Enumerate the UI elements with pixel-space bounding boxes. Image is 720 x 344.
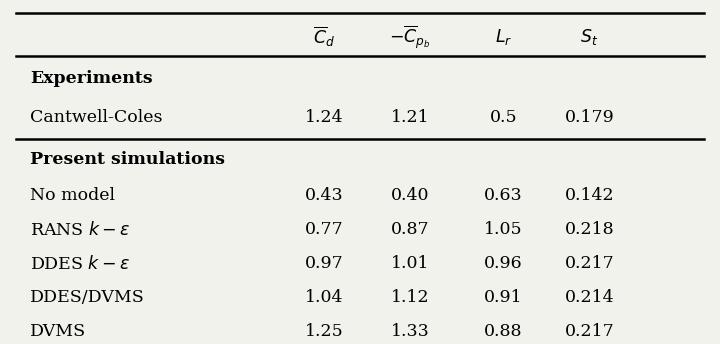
Text: 0.91: 0.91 [484, 289, 523, 306]
Text: $L_r$: $L_r$ [495, 27, 512, 47]
Text: 0.88: 0.88 [484, 323, 523, 340]
Text: 1.21: 1.21 [391, 109, 430, 126]
Text: 1.24: 1.24 [305, 109, 343, 126]
Text: Experiments: Experiments [30, 69, 153, 87]
Text: RANS $k-\varepsilon$: RANS $k-\varepsilon$ [30, 221, 130, 239]
Text: $S_t$: $S_t$ [580, 27, 598, 47]
Text: 0.77: 0.77 [305, 221, 343, 238]
Text: DDES $k-\varepsilon$: DDES $k-\varepsilon$ [30, 255, 130, 273]
Text: 0.142: 0.142 [564, 187, 614, 204]
Text: 0.179: 0.179 [564, 109, 614, 126]
Text: 0.63: 0.63 [484, 187, 523, 204]
Text: 0.217: 0.217 [564, 255, 614, 272]
Text: 0.43: 0.43 [305, 187, 343, 204]
Text: 1.01: 1.01 [391, 255, 429, 272]
Text: 0.97: 0.97 [305, 255, 343, 272]
Text: 1.12: 1.12 [391, 289, 430, 306]
Text: 0.5: 0.5 [490, 109, 517, 126]
Text: 0.87: 0.87 [391, 221, 430, 238]
Text: No model: No model [30, 187, 115, 204]
Text: $\overline{C}_d$: $\overline{C}_d$ [313, 25, 336, 49]
Text: 1.04: 1.04 [305, 289, 343, 306]
Text: 1.33: 1.33 [391, 323, 430, 340]
Text: DDES/DVMS: DDES/DVMS [30, 289, 145, 306]
Text: Cantwell-Coles: Cantwell-Coles [30, 109, 163, 126]
Text: 0.217: 0.217 [564, 323, 614, 340]
Text: 0.40: 0.40 [391, 187, 429, 204]
Text: DVMS: DVMS [30, 323, 86, 340]
Text: 1.05: 1.05 [484, 221, 523, 238]
Text: 0.214: 0.214 [564, 289, 614, 306]
Text: $-\overline{C}_{p_b}$: $-\overline{C}_{p_b}$ [390, 23, 431, 51]
Text: 1.25: 1.25 [305, 323, 343, 340]
Text: Present simulations: Present simulations [30, 151, 225, 168]
Text: 0.96: 0.96 [484, 255, 523, 272]
Text: 0.218: 0.218 [564, 221, 614, 238]
